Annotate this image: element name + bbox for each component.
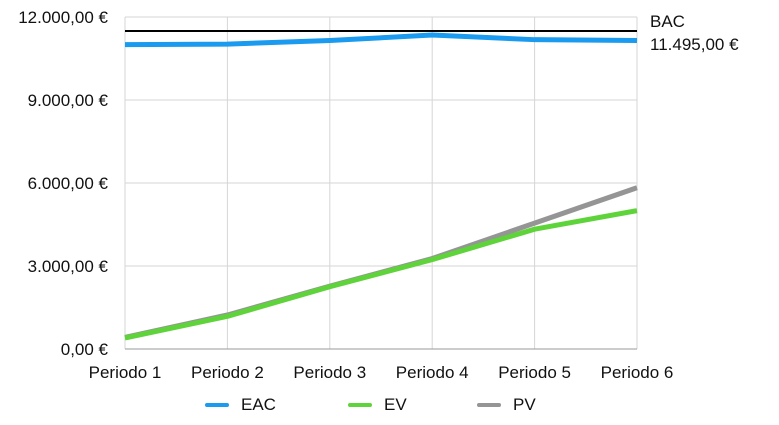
bac-reference: BAC 11.495,00 € (125, 12, 739, 54)
legend-item-ev: EV (348, 392, 407, 418)
chart: 0,00 € 3.000,00 € 6.000,00 € 9.000,00 € 12.0… (18, 8, 739, 382)
y-axis-ticks: 0,00 € 3.000,00 € 6.000,00 € 9.000,00 € 12.0… (18, 8, 108, 359)
legend-label-eac: EAC (241, 395, 276, 414)
x-axis-ticks: Periodo 1 Periodo 2 Periodo 3 Periodo 4 Peri… (89, 363, 674, 382)
series-line-eac (124, 32, 638, 48)
legend-item-pv: PV (477, 392, 536, 418)
legend-label-pv: PV (513, 395, 536, 414)
y-tick-label: 9.000,00 € (28, 91, 109, 110)
y-tick-label: 3.000,00 € (28, 257, 109, 276)
legend-label-ev: EV (384, 395, 407, 414)
legend: EAC EV PV (0, 392, 779, 418)
series-line-ev (124, 208, 638, 341)
y-tick-label: 12.000,00 € (18, 8, 108, 27)
x-tick-label: Periodo 1 (89, 363, 162, 382)
x-tick-label: Periodo 6 (601, 363, 674, 382)
legend-swatch-pv (477, 403, 501, 407)
x-tick-label: Periodo 3 (293, 363, 366, 382)
y-tick-label: 6.000,00 € (28, 174, 109, 193)
x-tick-label: Periodo 4 (396, 363, 469, 382)
grid-lines (124, 16, 638, 350)
legend-item-eac: EAC (205, 392, 276, 418)
series-line-pv (124, 185, 638, 340)
series-lines (124, 32, 638, 341)
legend-swatch-eac (205, 403, 229, 407)
bac-value-label: 11.495,00 € (650, 35, 739, 54)
legend-swatch-ev (348, 403, 372, 407)
bac-label: BAC (650, 12, 685, 31)
x-tick-label: Periodo 5 (498, 363, 571, 382)
x-tick-label: Periodo 2 (191, 363, 264, 382)
y-tick-label: 0,00 € (61, 340, 109, 359)
